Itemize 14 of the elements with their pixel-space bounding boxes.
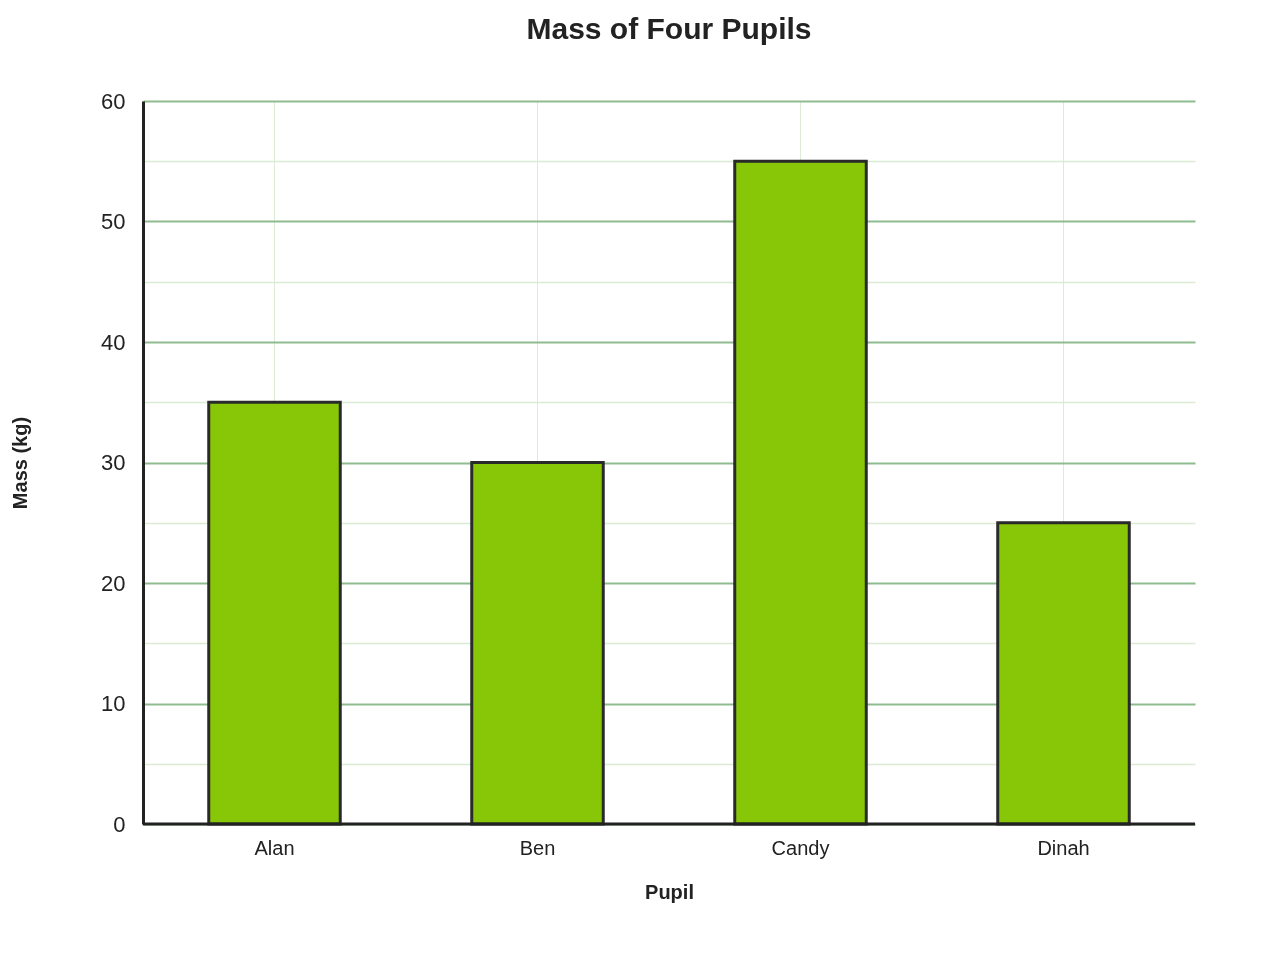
y-tick-label: 50 xyxy=(101,209,126,234)
y-tick-label: 40 xyxy=(101,329,126,355)
x-tick-label: Alan xyxy=(254,836,295,859)
chart-title: Mass of Four Pupils xyxy=(526,12,812,45)
y-tick-label: 20 xyxy=(101,570,126,596)
y-tick-label: 30 xyxy=(101,450,126,475)
x-tick-label: Candy xyxy=(771,836,830,859)
x-tick-label: Ben xyxy=(519,836,556,859)
y-tick-label: 0 xyxy=(113,811,126,837)
x-axis-title: Pupil xyxy=(645,880,694,903)
x-tick-label: Dinah xyxy=(1037,836,1090,859)
y-tick-label: 60 xyxy=(101,88,126,114)
y-tick-label: 10 xyxy=(101,691,126,716)
y-axis-title: Mass (kg) xyxy=(9,416,32,510)
